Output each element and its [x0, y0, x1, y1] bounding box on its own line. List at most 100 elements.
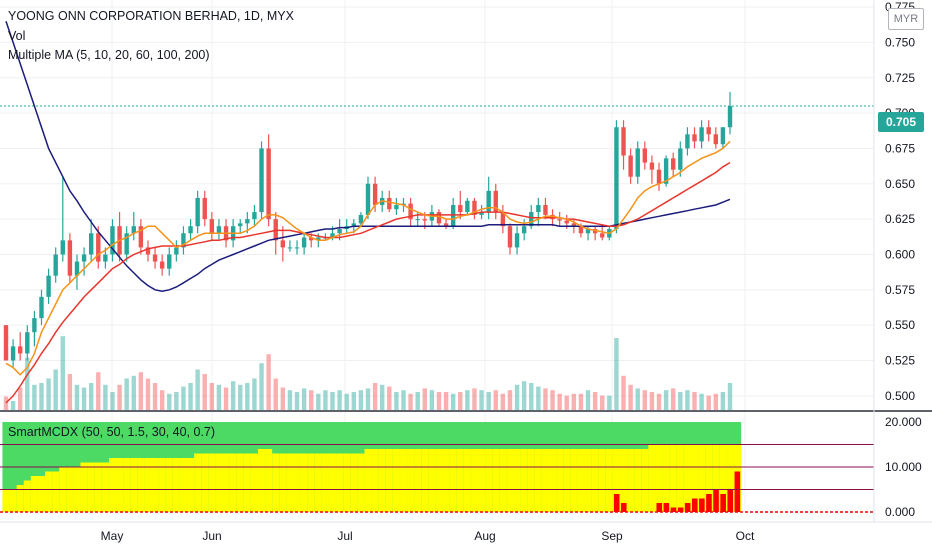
volume-bar: [223, 387, 229, 410]
volume-bar: [39, 383, 44, 410]
volume-bar: [301, 388, 307, 410]
candle-body: [81, 254, 87, 262]
candle: [656, 162, 662, 191]
candle-body: [88, 233, 94, 255]
candle-body: [110, 226, 115, 255]
candle: [699, 120, 704, 149]
y-tick-label: 0.550: [885, 318, 915, 332]
candle: [628, 148, 633, 184]
mcdx-banker: [656, 503, 663, 512]
candle-body: [301, 237, 307, 248]
candle-body: [649, 162, 655, 170]
candle-body: [280, 240, 286, 248]
candle-body: [529, 212, 534, 227]
mcdx-hot-money: [619, 449, 628, 512]
volume-bar: [621, 375, 626, 410]
candle: [500, 205, 506, 234]
volume-bar: [600, 395, 605, 410]
candle: [60, 176, 65, 262]
volume-bar: [472, 388, 477, 410]
volume-bar: [663, 390, 669, 410]
candle-body: [536, 205, 541, 213]
candle-body: [365, 183, 371, 215]
volume-bar: [685, 390, 690, 410]
candle-body: [3, 325, 9, 361]
mcdx-hot-money: [634, 449, 642, 512]
chart-title: YOONG ONN CORPORATION BERHAD, 1D, MYX: [8, 9, 294, 23]
mcdx-hot-money: [187, 458, 195, 512]
candle-body: [706, 127, 711, 135]
candle: [280, 226, 286, 262]
mcdx-hot-money: [300, 453, 309, 512]
mcdx-hot-money: [215, 453, 223, 512]
mcdx-hot-money: [250, 453, 259, 512]
candle-body: [493, 190, 498, 213]
volume-bar: [614, 338, 619, 410]
candle: [635, 141, 640, 184]
mcdx-hot-money: [655, 444, 664, 512]
mcdx-banker: [691, 498, 698, 512]
mcdx-hot-money: [243, 453, 252, 512]
volume-bar: [465, 390, 470, 410]
candle-body: [216, 226, 222, 234]
candle-body: [699, 127, 704, 142]
mcdx-hot-money: [80, 462, 89, 512]
candle-body: [685, 134, 690, 149]
volume-bar: [60, 336, 65, 410]
candle-body: [351, 223, 357, 227]
mcdx-hot-money: [492, 449, 500, 512]
last-price-tag: 0.705: [878, 112, 924, 132]
candle: [642, 141, 648, 170]
indicator-tick-label: 0.000: [885, 505, 915, 519]
mcdx-hot-money: [478, 449, 486, 512]
candle: [713, 127, 719, 149]
volume-bar: [479, 390, 484, 410]
x-tick-label: Jun: [202, 529, 221, 543]
candle-body: [124, 233, 129, 255]
candle-body: [103, 254, 108, 262]
candle-body: [628, 155, 633, 177]
currency-badge[interactable]: MYR: [888, 8, 924, 30]
mcdx-banker: [706, 494, 712, 512]
candle-body: [578, 226, 584, 234]
candle: [309, 233, 314, 248]
candle: [110, 219, 115, 262]
mcdx-hot-money: [130, 458, 138, 512]
mcdx-hot-money: [343, 453, 351, 512]
mcdx-hot-money: [627, 449, 635, 512]
candle-body: [621, 127, 626, 156]
volume-bar: [337, 390, 342, 410]
volume-bar: [635, 388, 640, 410]
volume-bar: [273, 378, 278, 410]
candle: [209, 212, 215, 241]
candle: [507, 223, 513, 255]
volume-bar: [514, 384, 520, 410]
volume-bar: [557, 393, 562, 410]
volume-bar: [358, 390, 364, 410]
candle: [96, 226, 101, 269]
candle-body: [422, 219, 427, 221]
volume-bar: [486, 392, 491, 410]
mcdx-hot-money: [52, 471, 60, 512]
candle-body: [358, 214, 364, 224]
candle-body: [557, 219, 562, 221]
volume-bar: [145, 378, 151, 410]
y-tick-label: 0.625: [885, 212, 915, 226]
candle-body: [96, 233, 101, 262]
candle-body: [507, 226, 513, 248]
mcdx-hot-money: [506, 449, 515, 512]
candle: [46, 268, 51, 304]
mcdx-hot-money: [265, 449, 273, 512]
candle-body: [614, 127, 619, 230]
mcdx-hot-money: [123, 458, 131, 512]
volume-bar: [500, 393, 506, 410]
volume-bar: [408, 393, 413, 410]
candle-body: [692, 134, 697, 142]
volume-bar: [159, 390, 165, 410]
mcdx-hot-money: [172, 458, 181, 512]
volume-bar: [429, 390, 435, 410]
volume-bar: [671, 388, 676, 410]
volume-bar: [656, 393, 662, 410]
